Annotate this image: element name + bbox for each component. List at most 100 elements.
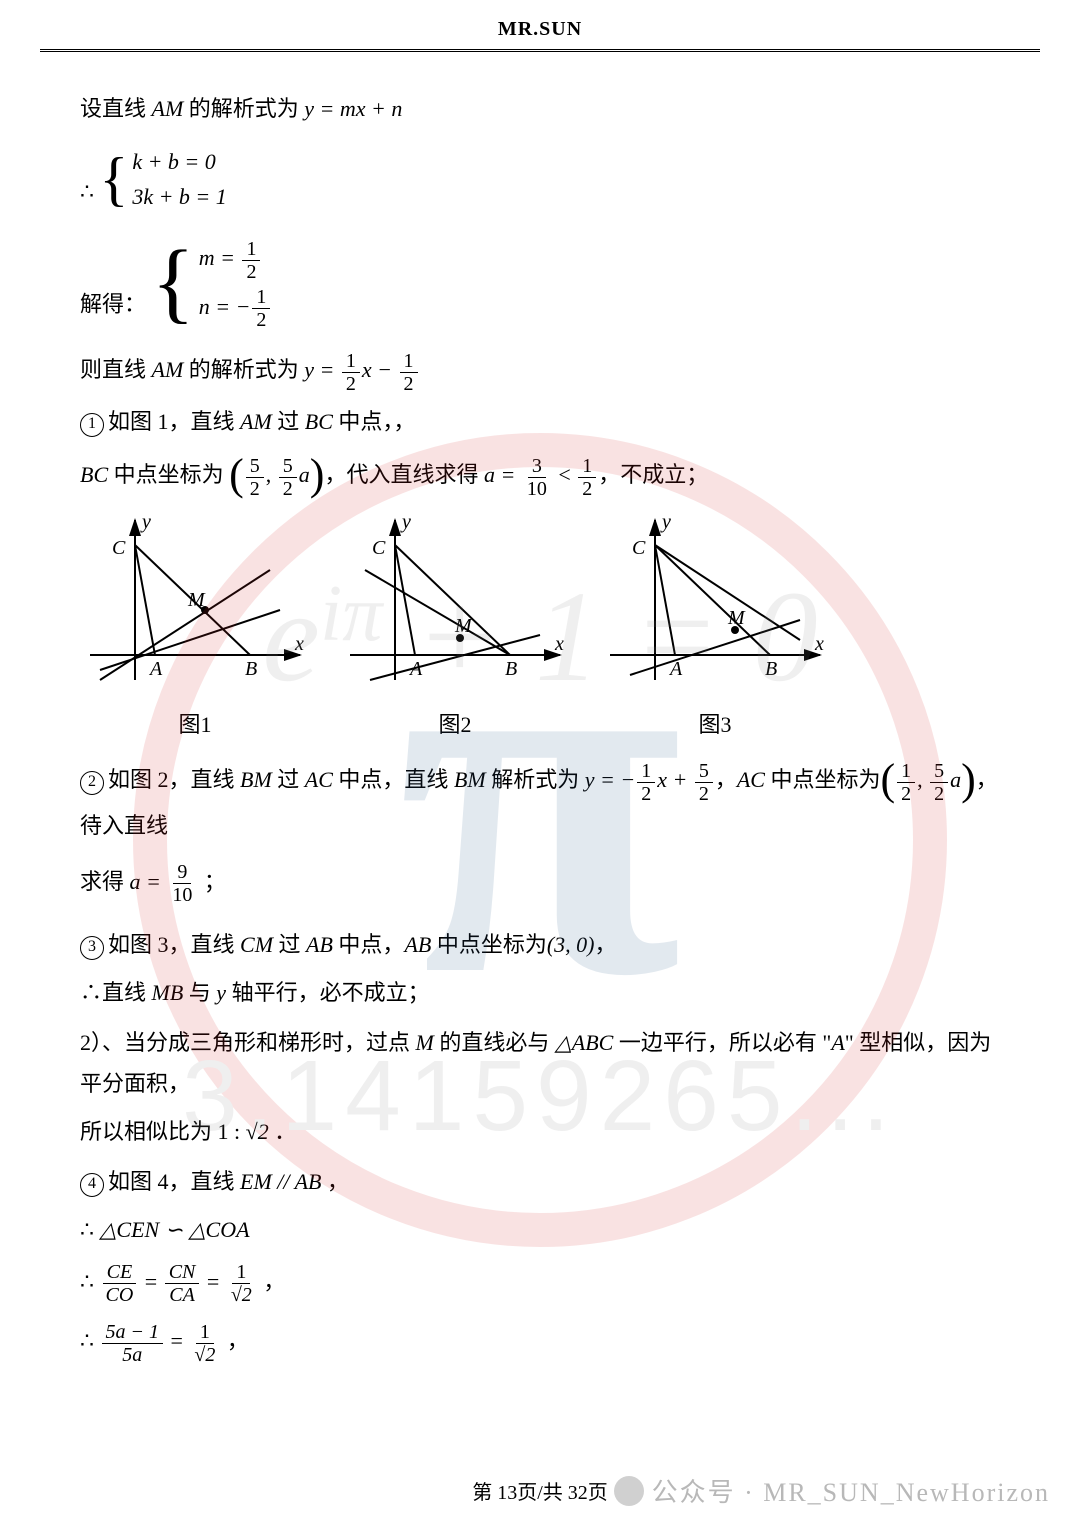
denominator: 2 — [342, 373, 360, 395]
numerator: 3 — [528, 455, 546, 478]
denominator: 2 — [897, 783, 915, 805]
equation-line: ∴ 5a − 15a = 1√2 ， — [80, 1320, 1000, 1365]
numerator: 5 — [930, 760, 948, 783]
text-line: 则直线 AM 的解析式为 y = 12x − 12 — [80, 349, 1000, 394]
denominator: √2 — [227, 1284, 256, 1306]
text-line: 2如图 2，直线 BM 过 AC 中点，直线 BM 解析式为 y = −12x … — [80, 759, 1000, 846]
var: M — [416, 1030, 434, 1055]
denominator: 2 — [400, 373, 418, 395]
text: ． — [269, 1119, 297, 1144]
text: 求得 — [80, 869, 130, 894]
footer-account: 公众号 · MR_SUN_NewHorizon — [614, 1472, 1050, 1509]
svg-text:x: x — [294, 633, 304, 655]
denominator: 2 — [252, 309, 270, 331]
text: 过 — [272, 767, 305, 792]
var: BM — [240, 767, 272, 792]
equation: y = mx + n — [304, 96, 402, 121]
denominator: 2 — [695, 783, 713, 805]
svg-text:M: M — [727, 607, 746, 629]
text: 2）、当分成三角形和梯形时，过点 — [80, 1030, 416, 1055]
page-header: MR.SUN — [0, 0, 1080, 41]
var: A — [831, 1030, 844, 1055]
numerator: 9 — [173, 861, 191, 884]
var: m = — [199, 245, 241, 270]
text: = — [139, 1269, 162, 1294]
text-line: 设直线 AM 的解析式为 y = mx + n — [80, 88, 1000, 130]
svg-text:B: B — [765, 658, 777, 680]
equation: y = − — [585, 767, 635, 792]
text: 的解析式为 — [183, 357, 304, 382]
paren: ) — [961, 755, 976, 804]
equation-line: ∴ CECO = CNCA = 1√2 ， — [80, 1261, 1000, 1306]
equation-system: ∴ { k + b = 0 3k + b = 1 — [80, 144, 1000, 214]
text: ； — [198, 869, 226, 894]
text-line: BC 中点坐标为 (52, 52a)，代入直线求得 a = 310 < 12，不… — [80, 454, 1000, 499]
equation: x − — [362, 357, 398, 382]
var: AM — [152, 357, 184, 382]
denominator: √2 — [190, 1344, 219, 1366]
text: 过 — [273, 932, 306, 957]
account-label: 公众号 · MR_SUN_NewHorizon — [652, 1472, 1050, 1509]
svg-text:A: A — [668, 658, 683, 680]
numerator: 5 — [279, 455, 297, 478]
denominator: 10 — [168, 884, 196, 906]
text: ， — [258, 1269, 286, 1294]
svg-text:C: C — [372, 537, 386, 559]
var: CM — [240, 932, 273, 957]
text-line: ∴直线 MB 与 y 轴平行，必不成立； — [80, 972, 1000, 1014]
text: 如图 1，直线 — [108, 409, 240, 434]
text: ， — [595, 932, 617, 957]
diagram-3: x y C A B M — [600, 510, 830, 690]
text: 中点， — [333, 932, 405, 957]
svg-text:M: M — [454, 615, 473, 637]
text: 过 — [272, 409, 305, 434]
text: 中点，直线 — [333, 767, 454, 792]
equation: a = — [484, 462, 521, 487]
figure-3: x y C A B M 图3 — [600, 510, 830, 746]
denominator: 2 — [578, 478, 596, 500]
numerator: 1 — [196, 1321, 214, 1344]
text-line: 4如图 4，直线 EM // AB ， — [80, 1161, 1000, 1203]
equation: k + b = 0 — [132, 144, 226, 179]
circled-number: 2 — [80, 771, 104, 795]
left-brace: { — [100, 149, 129, 209]
var: AB — [404, 932, 431, 957]
text-line: 求得 a = 910 ； — [80, 861, 1000, 906]
figure-label: 图2 — [340, 704, 570, 746]
var: a — [950, 767, 961, 792]
text: ， — [321, 1169, 349, 1194]
numerator: 1 — [400, 350, 418, 373]
equation: x + — [657, 767, 693, 792]
var: MB — [152, 980, 184, 1005]
diagram-2: x y C A B M — [340, 510, 570, 690]
figure-label: 图1 — [80, 704, 310, 746]
var: AM — [240, 409, 272, 434]
text: 的解析式为 — [183, 96, 304, 121]
equation-system: 解得： { m = 12 n = −12 — [80, 234, 1000, 331]
text-line: 2）、当分成三角形和梯形时，过点 M 的直线必与 △ABC 一边平行，所以必有 … — [80, 1022, 1000, 1106]
svg-text:A: A — [408, 658, 423, 680]
numerator: 1 — [897, 760, 915, 783]
svg-text:M: M — [187, 589, 206, 611]
var: n = − — [199, 294, 251, 319]
text: 所以相似比为 1 : — [80, 1119, 246, 1144]
equation: △CEN ∽ △COA — [100, 1217, 250, 1242]
numerator: 1 — [578, 455, 596, 478]
document-body: 设直线 AM 的解析式为 y = mx + n ∴ { k + b = 0 3k… — [0, 52, 1080, 1366]
numerator: 5 — [246, 455, 264, 478]
equation: 3k + b = 1 — [132, 179, 226, 214]
numerator: 5a − 1 — [102, 1321, 164, 1344]
svg-text:x: x — [554, 633, 564, 655]
text: ，不成立； — [598, 462, 708, 487]
numerator: 1 — [252, 286, 270, 309]
denominator: 10 — [523, 478, 551, 500]
denominator: 2 — [242, 261, 260, 283]
svg-text:y: y — [660, 511, 671, 533]
therefore-symbol: ∴ — [80, 1328, 100, 1353]
equation: y = — [304, 357, 340, 382]
text: 设直线 — [80, 96, 152, 121]
wechat-icon — [614, 1476, 644, 1506]
denominator: CA — [165, 1284, 199, 1306]
numerator: 1 — [242, 238, 260, 261]
numerator: CN — [165, 1261, 200, 1284]
